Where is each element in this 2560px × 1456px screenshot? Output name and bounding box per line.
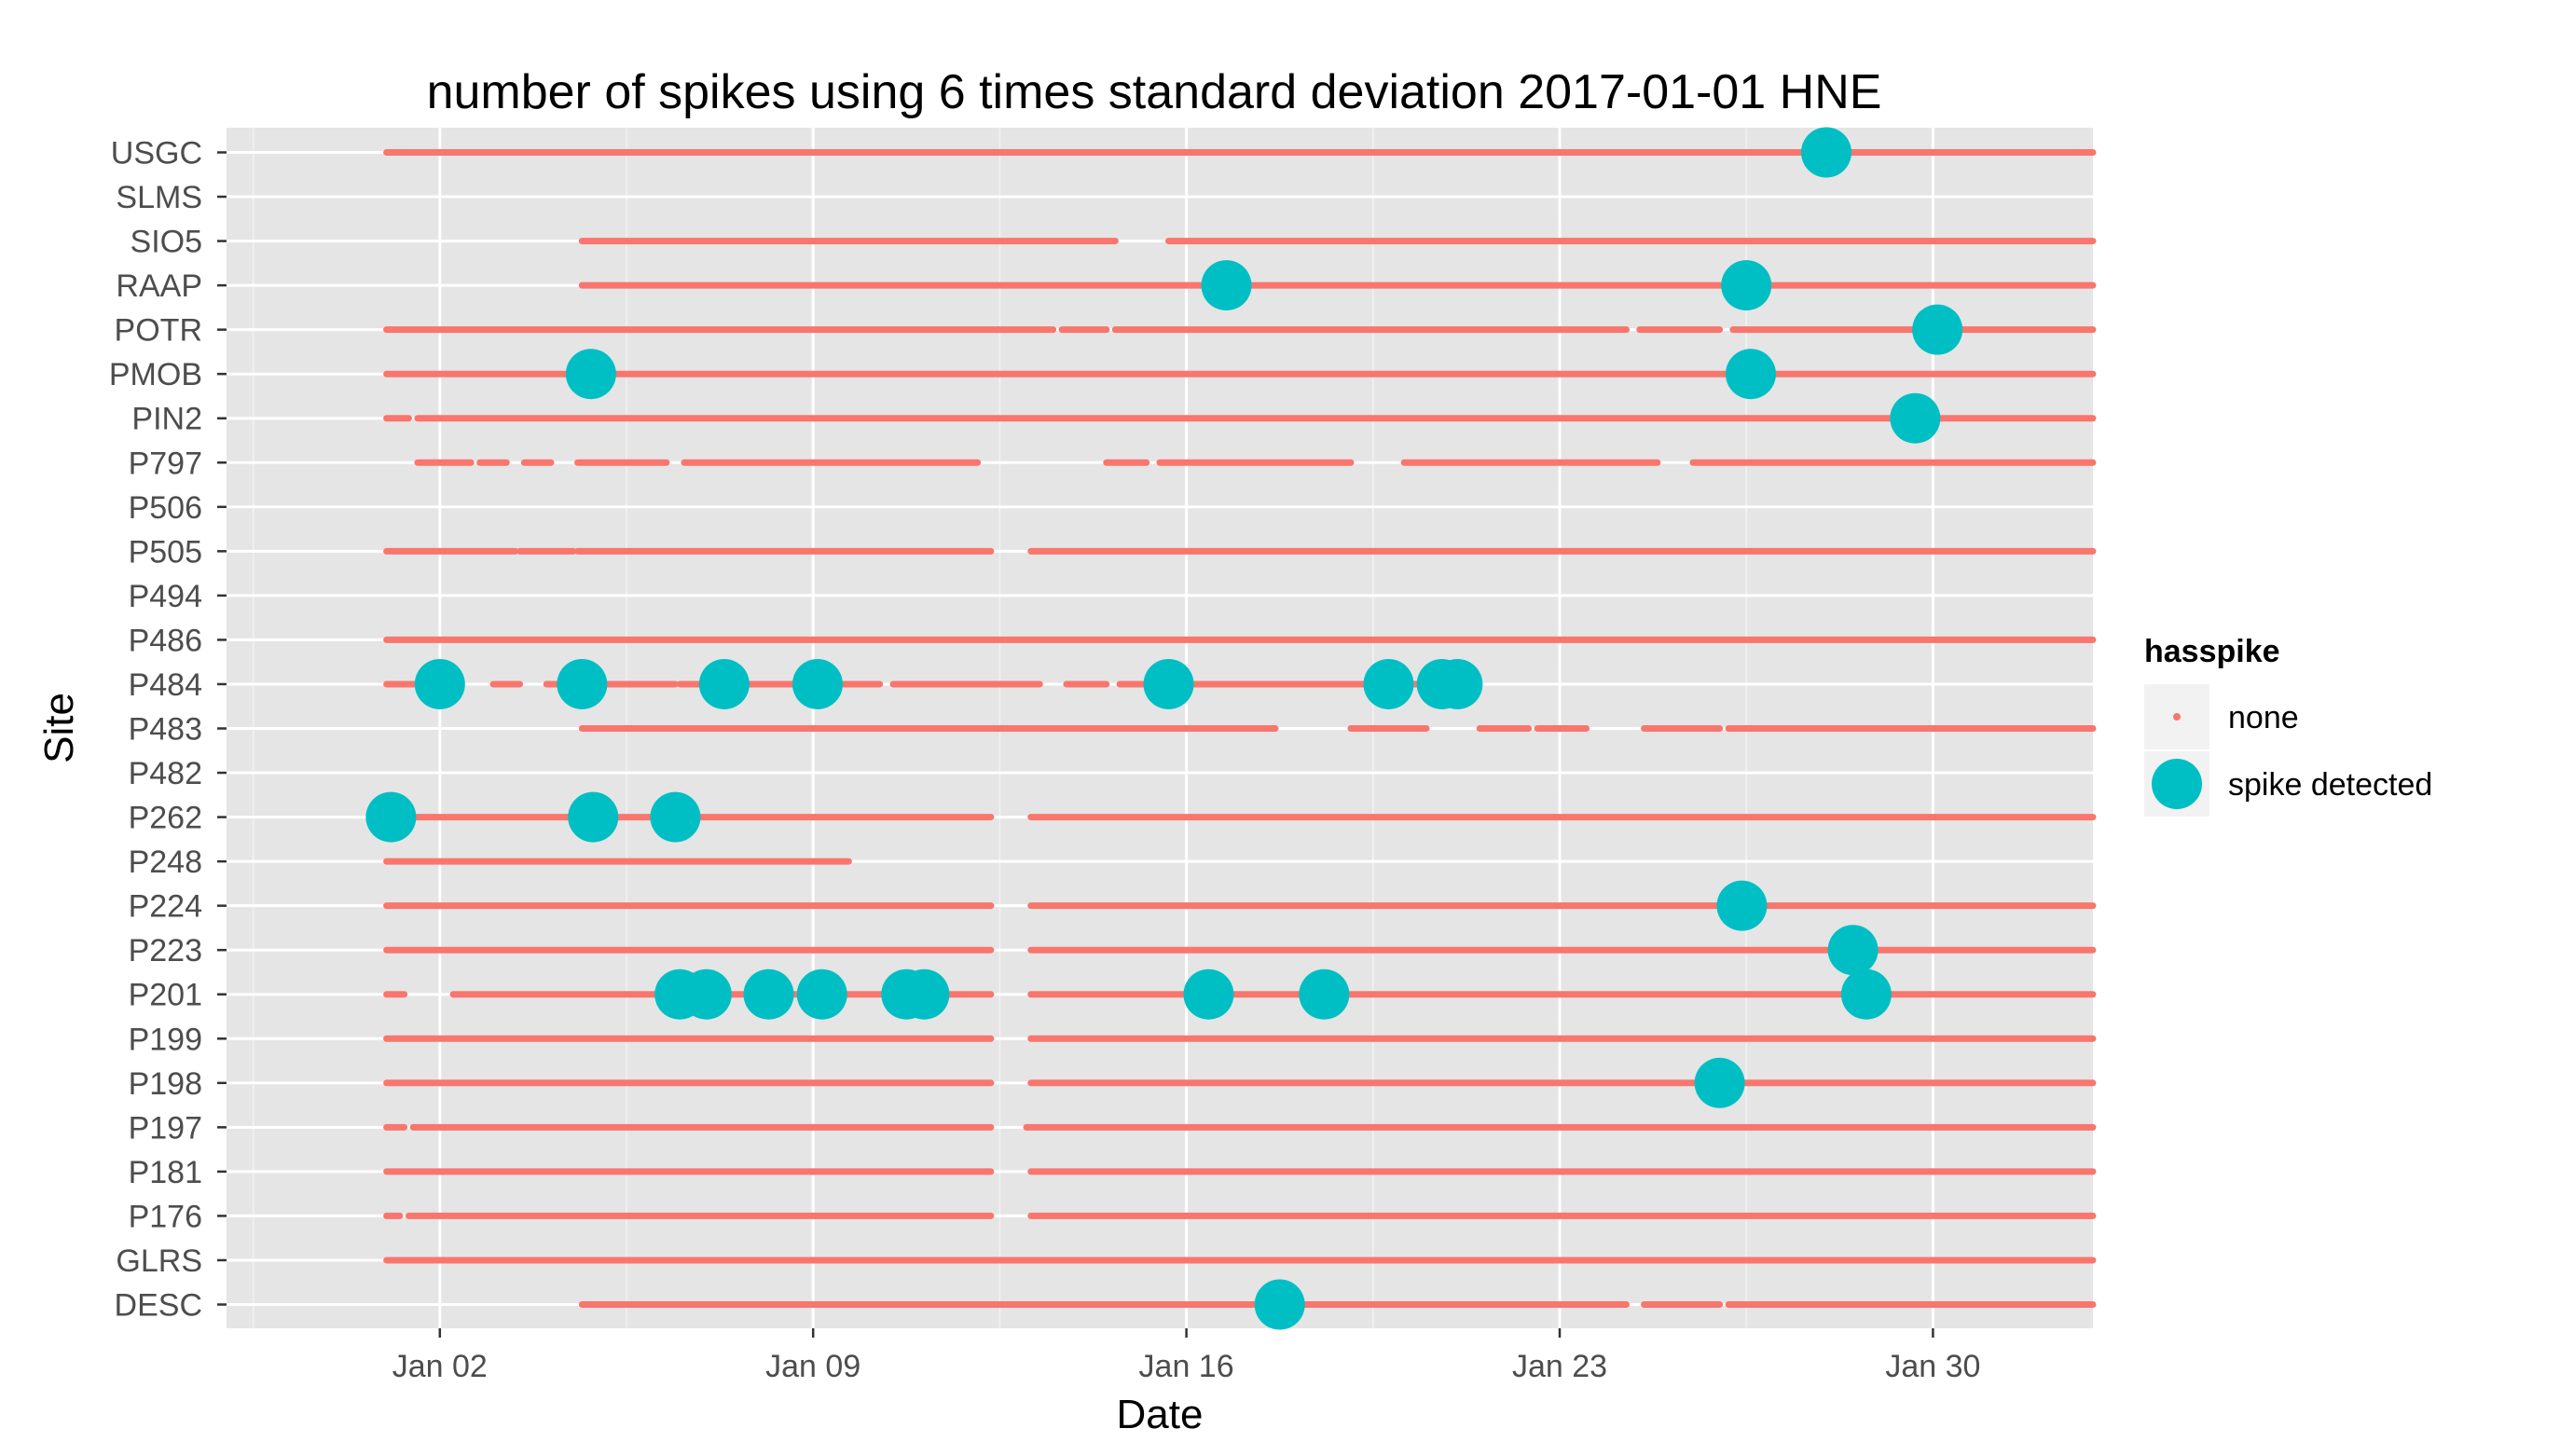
x-axis: Jan 02 Jan 09 Jan 16 Jan 23 Jan 30 [392,1328,1980,1384]
x-tick-label: Jan 09 [765,1349,860,1384]
x-tick-label: Jan 02 [392,1349,488,1384]
spike-point [568,791,619,843]
spike-point [1299,968,1350,1020]
spike-point [1432,658,1483,709]
spike-point [796,968,847,1020]
spike-point [565,349,616,400]
spike-point [1890,392,1941,444]
y-tick-label: P176 [129,1199,202,1234]
spike-point [557,658,608,709]
spike-point [743,968,794,1020]
spike-point [365,791,417,843]
spike-points [365,127,1963,1330]
spike-point [1912,304,1963,355]
spike-point [899,968,950,1020]
spike-point [1694,1057,1745,1108]
spike-point [650,791,701,843]
y-tick-label: P484 [129,667,202,703]
y-tick-label: P506 [129,490,202,526]
y-tick-label: USGC [111,136,202,172]
y-tick-label: DESC [115,1288,202,1324]
x-tick-label: Jan 23 [1512,1349,1607,1384]
y-tick-label: P483 [129,712,202,748]
spike-point [1363,658,1414,709]
y-tick-label: POTR [115,313,202,349]
y-tick-label: SIO5 [131,225,202,260]
y-tick-label: P223 [129,933,202,968]
y-tick-label: P248 [129,845,202,880]
y-tick-label: P201 [129,978,202,1013]
spike-point [1254,1279,1305,1330]
y-tick-label: P199 [129,1022,202,1057]
y-tick-label: P482 [129,756,202,791]
y-axis: USGC SLMS SIO5 RAAP POTR PMOB PIN2 P797 P506 P505… [109,136,227,1324]
y-tick-label: P797 [129,446,202,481]
y-tick-label: PIN2 [131,402,202,437]
spike-point [681,968,732,1020]
y-tick-label: P197 [129,1110,202,1146]
y-tick-label: P262 [129,801,202,836]
legend-symbol-none [2173,713,2181,721]
spike-point [1721,260,1772,311]
y-tick-label: PMOB [109,357,202,392]
x-tick-label: Jan 16 [1139,1349,1234,1384]
spike-point [1143,658,1194,709]
y-tick-label: P494 [129,579,202,614]
legend-symbol-spike [2152,759,2202,809]
y-tick-label: P181 [129,1155,202,1190]
y-tick-label: SLMS [116,180,202,215]
spike-point [1716,880,1768,931]
y-tick-label: P505 [129,534,202,570]
spike-point [1201,260,1252,311]
spike-point [791,658,843,709]
x-axis-title: Date [1117,1392,1204,1437]
spike-point [1840,968,1892,1020]
spike-point [414,658,465,709]
spike-point [1183,968,1234,1020]
y-tick-label: P224 [129,889,202,925]
legend-label-none: none [2228,700,2299,735]
y-tick-label: P486 [129,623,202,658]
chart-title: number of spikes using 6 times standard … [427,65,1882,119]
y-tick-label: P198 [129,1066,202,1102]
y-tick-label: GLRS [116,1243,202,1279]
spike-point [1725,349,1776,400]
legend-label-spike: spike detected [2228,767,2432,803]
y-axis-title: Site [36,693,82,763]
legend: hasspike none spike detected [2144,634,2432,817]
x-tick-label: Jan 30 [1885,1349,1980,1384]
y-tick-label: RAAP [116,268,202,304]
spike-point [698,658,750,709]
spike-point [1827,925,1879,976]
legend-title: hasspike [2144,634,2280,669]
spike-point [1801,127,1851,178]
